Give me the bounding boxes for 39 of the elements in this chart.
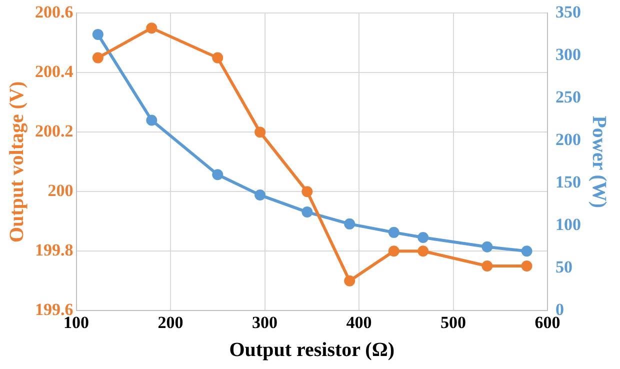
point — [388, 246, 400, 257]
y2-tick-label: 350 — [556, 2, 581, 22]
point — [254, 126, 266, 138]
point — [92, 28, 104, 40]
x-tick-label: 300 — [252, 313, 278, 332]
y-tick-label: 200 — [48, 181, 74, 200]
y-tick-label: 200.6 — [35, 2, 74, 22]
point — [344, 218, 356, 230]
x-tick-label: 200 — [158, 313, 184, 332]
y2-tick-label: 100 — [556, 215, 581, 234]
x-tick-label: 400 — [346, 313, 372, 332]
y2-tick-label: 250 — [556, 88, 581, 107]
point — [388, 226, 400, 238]
point — [418, 232, 429, 244]
y-tick-label: 200.2 — [35, 122, 74, 141]
x-axis-title: Output resistor (Ω) — [229, 339, 395, 362]
point — [482, 260, 493, 272]
point — [146, 22, 158, 34]
point — [344, 275, 356, 286]
point — [212, 52, 224, 64]
point — [146, 114, 158, 126]
y2-tick-label: 200 — [556, 130, 581, 150]
y2-tick-label: 50 — [556, 258, 572, 277]
point — [482, 241, 493, 252]
point — [254, 190, 266, 201]
y-axis-title: Output voltage (V) — [6, 81, 28, 242]
point — [212, 169, 224, 180]
y2-axis-title: Power (W) — [588, 116, 610, 208]
point — [302, 186, 313, 198]
y-tick-label: 199.8 — [35, 240, 74, 260]
point — [521, 260, 532, 272]
point — [418, 246, 429, 257]
y2-tick-label: 150 — [556, 172, 581, 192]
point — [302, 206, 313, 218]
y2-tick-label: 300 — [556, 45, 581, 64]
y-tick-label: 200.4 — [35, 62, 74, 82]
point — [521, 246, 532, 257]
x-tick-label: 500 — [440, 313, 466, 332]
point — [92, 52, 104, 64]
